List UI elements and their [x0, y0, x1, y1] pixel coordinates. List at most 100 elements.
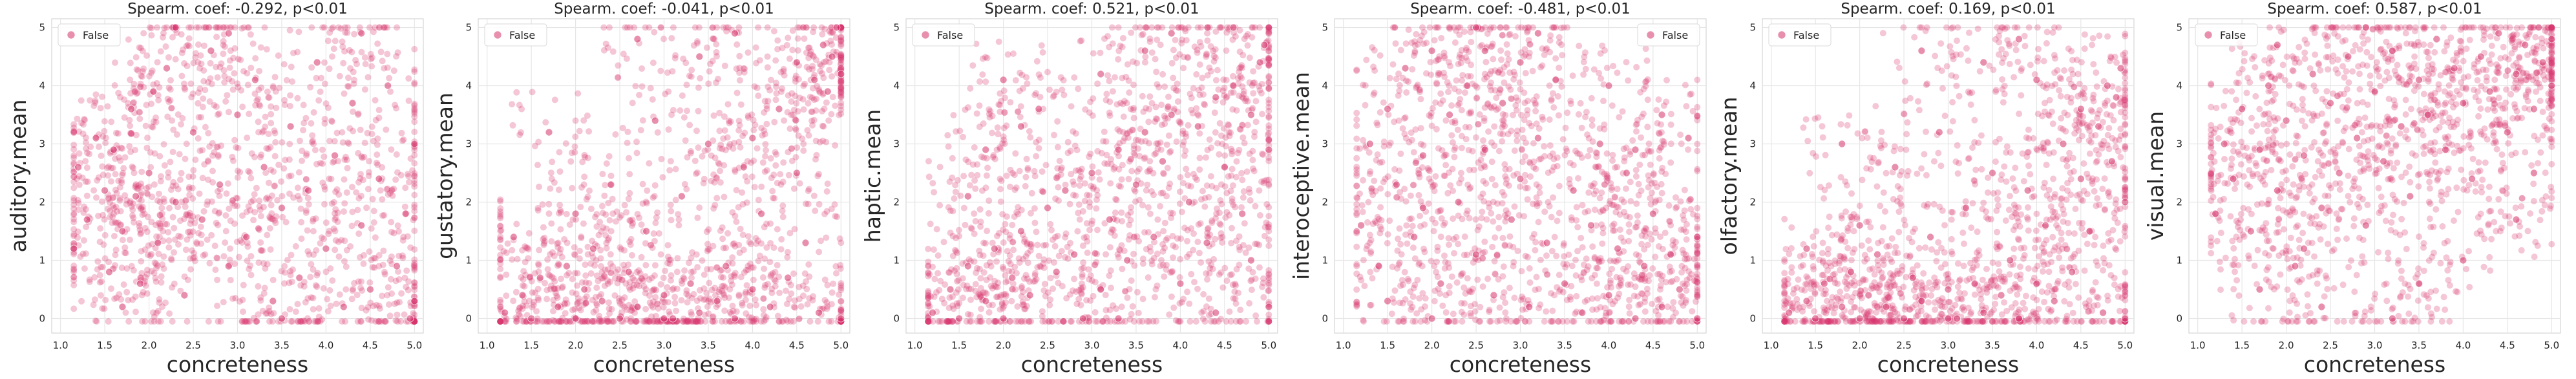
- density-dot: [319, 146, 326, 153]
- density-dot: [1190, 246, 1197, 254]
- density-dot: [125, 36, 132, 43]
- density-dot: [411, 100, 418, 107]
- density-dot: [294, 318, 301, 325]
- density-dot: [132, 54, 140, 61]
- density-dot: [332, 228, 339, 235]
- density-dot: [969, 62, 977, 69]
- density-dot: [197, 223, 204, 230]
- density-dot: [624, 139, 631, 146]
- x-tick-label: 2.0: [568, 340, 584, 351]
- density-dot: [135, 182, 142, 189]
- density-dot: [838, 100, 845, 107]
- density-dot: [281, 96, 288, 103]
- density-dot: [667, 201, 674, 208]
- x-axis-label: concreteness: [167, 352, 308, 377]
- density-dot: [670, 107, 677, 114]
- density-dot: [1075, 85, 1082, 92]
- density-dot: [70, 168, 78, 175]
- density-dot: [1071, 276, 1078, 283]
- density-dot: [500, 248, 507, 255]
- density-dot: [1044, 289, 1051, 296]
- density-dot: [715, 288, 723, 296]
- density-dot: [247, 31, 254, 38]
- density-dot: [1495, 224, 1503, 232]
- density-dot: [601, 192, 608, 199]
- density-dot: [986, 309, 993, 316]
- density-dot: [112, 204, 120, 211]
- density-dot: [823, 234, 830, 241]
- density-dot: [172, 236, 178, 243]
- density-dot: [143, 102, 150, 109]
- density-dot: [1501, 192, 1508, 199]
- density-dot: [245, 318, 252, 325]
- density-dot: [272, 219, 279, 226]
- density-dot: [187, 80, 195, 87]
- data-point: [198, 215, 206, 224]
- density-dot: [215, 210, 222, 217]
- density-dot: [305, 318, 312, 325]
- density-dot: [318, 74, 324, 81]
- density-dot: [1103, 151, 1110, 158]
- density-dot: [230, 157, 237, 164]
- density-dot: [140, 288, 147, 296]
- density-dot: [520, 268, 527, 275]
- density-dot: [977, 78, 983, 85]
- density-dot: [1101, 128, 1108, 135]
- density-dot: [91, 274, 98, 281]
- data-point: [832, 23, 841, 32]
- density-dot: [229, 153, 236, 160]
- density-dot: [70, 277, 78, 284]
- density-dot: [78, 97, 85, 104]
- density-dot: [196, 190, 203, 197]
- density-dot: [267, 246, 274, 253]
- density-dot: [657, 67, 664, 74]
- density-dot: [1114, 251, 1121, 258]
- density-dot: [358, 49, 365, 56]
- density-dot: [70, 129, 78, 136]
- density-dot: [1154, 81, 1161, 88]
- density-dot: [637, 127, 644, 134]
- density-dot: [709, 35, 716, 42]
- density-dot: [205, 177, 212, 183]
- density-dot: [200, 95, 207, 102]
- density-dot: [411, 303, 418, 310]
- density-dot: [1055, 197, 1062, 204]
- density-dot: [701, 271, 708, 278]
- density-dot: [350, 108, 357, 115]
- data-point: [101, 186, 109, 195]
- density-dot: [167, 255, 174, 262]
- density-dot: [497, 222, 504, 230]
- density-dot: [229, 197, 236, 204]
- density-dot: [497, 265, 504, 272]
- density-dot: [327, 265, 334, 272]
- density-dot: [497, 208, 504, 215]
- density-dot: [321, 235, 327, 243]
- data-point: [991, 244, 998, 253]
- density-dot: [1144, 181, 1151, 188]
- density-dot: [724, 134, 731, 141]
- density-dot: [94, 266, 101, 273]
- density-dot: [80, 121, 87, 128]
- density-dot: [383, 126, 390, 133]
- density-dot: [374, 161, 381, 168]
- density-dot: [1399, 299, 1406, 307]
- density-dot: [320, 285, 327, 292]
- density-dot: [1106, 244, 1114, 251]
- density-dot: [365, 316, 372, 323]
- density-dot: [327, 303, 334, 309]
- density-dot: [70, 124, 78, 131]
- density-dot: [187, 220, 194, 227]
- density-dot: [76, 150, 83, 157]
- density-dot: [1072, 142, 1079, 149]
- density-dot: [1194, 239, 1201, 245]
- density-dot: [642, 290, 649, 297]
- density-dot: [1142, 138, 1149, 145]
- density-dot: [635, 267, 642, 274]
- density-dot: [983, 172, 990, 179]
- density-dot: [312, 215, 319, 222]
- density-dot: [1240, 52, 1247, 59]
- density-dot: [1184, 237, 1190, 244]
- density-dot: [117, 208, 124, 215]
- density-dot: [1256, 187, 1263, 194]
- density-dot: [174, 111, 182, 118]
